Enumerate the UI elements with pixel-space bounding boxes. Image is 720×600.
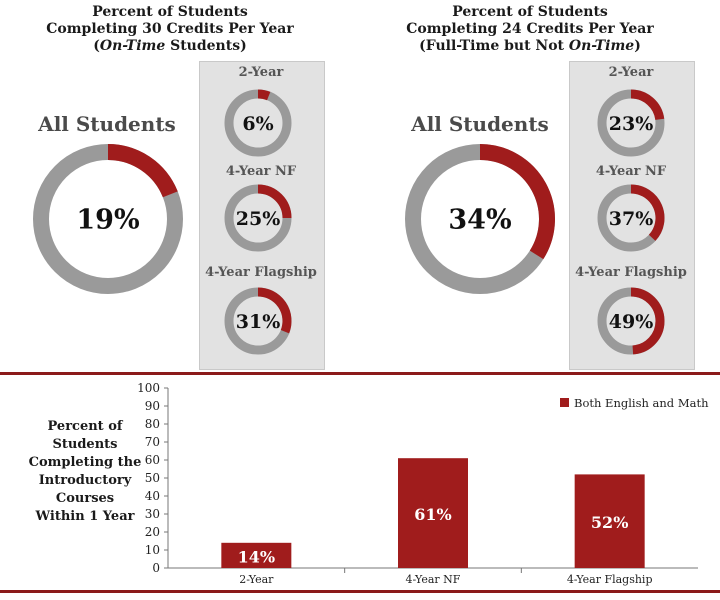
x-tick-label: 4-Year NF xyxy=(406,573,461,586)
donut-4-year-nf-left-slice xyxy=(257,184,292,219)
y-tick-label: 60 xyxy=(145,453,160,467)
bar-value-label: 61% xyxy=(414,505,451,524)
chart-title-left: Percent of Students Completing 30 Credit… xyxy=(46,4,294,54)
y-tick-label: 10 xyxy=(145,543,160,557)
donut-label-2-year-left: 2-Year xyxy=(238,65,284,80)
bar-4-year-flagship xyxy=(574,474,645,568)
y-tick-label: 50 xyxy=(145,471,160,485)
donut-2-year-right-slice xyxy=(630,89,665,121)
divider-bottom xyxy=(0,590,720,593)
x-tick-label: 4-Year Flagship xyxy=(567,573,653,586)
donut-charts: 19% 6% 25% 31% 34% 23% 37% 49% xyxy=(33,89,665,355)
subgroup-panel-left xyxy=(199,61,325,370)
y-tick-label: 100 xyxy=(137,381,160,395)
donut-label-4-year-flagship-right: 4-Year Flagship xyxy=(575,265,687,280)
chart-title-right: Percent of Students Completing 24 Credit… xyxy=(406,4,654,54)
donut-4-year-nf-right-value: 37% xyxy=(609,208,654,230)
legend-swatch xyxy=(560,398,569,407)
donut-label-2-year-right: 2-Year xyxy=(608,65,654,80)
bar-value-label: 14% xyxy=(238,547,275,566)
donut-all-students-left-value: 19% xyxy=(76,205,139,236)
y-tick-label: 80 xyxy=(145,417,160,431)
donut-2-year-left-value: 6% xyxy=(242,113,273,135)
y-tick-label: 90 xyxy=(145,399,160,413)
legend-label: Both English and Math xyxy=(574,396,709,410)
bar-value-label: 52% xyxy=(591,513,628,532)
x-tick-label: 2-Year xyxy=(239,573,274,586)
donut-4-year-flagship-left-slice xyxy=(257,287,292,334)
donut-4-year-nf-left-value: 25% xyxy=(236,208,281,230)
donut-all-students-right-slice xyxy=(479,144,555,260)
donut-all-students-left-slice xyxy=(107,144,178,198)
y-tick-label: 0 xyxy=(152,561,160,575)
donut-2-year-right-value: 23% xyxy=(609,113,654,135)
y-tick-label: 70 xyxy=(145,435,160,449)
donut-label-all-students-right: All Students xyxy=(411,112,549,136)
donut-label-4-year-nf-right: 4-Year NF xyxy=(595,164,667,179)
y-tick-label: 30 xyxy=(145,507,160,521)
divider-top xyxy=(0,372,720,375)
donut-4-year-flagship-left-value: 31% xyxy=(236,311,281,333)
donut-2-year-left-slice xyxy=(257,89,271,101)
donut-all-students-right-value: 34% xyxy=(448,205,511,236)
y-tick-label: 20 xyxy=(145,525,160,539)
y-tick-label: 40 xyxy=(145,489,160,503)
bar-chart-side-title: Percent of Students Completing the Intro… xyxy=(28,419,142,524)
donut-4-year-flagship-right-slice xyxy=(630,287,665,355)
donut-4-year-flagship-right-value: 49% xyxy=(609,311,654,333)
bar-4-year-nf xyxy=(398,458,468,568)
donut-label-4-year-flagship-left: 4-Year Flagship xyxy=(205,265,317,280)
bar-2-year xyxy=(221,542,292,568)
donut-label-4-year-nf-left: 4-Year NF xyxy=(225,164,297,179)
donut-4-year-nf-right-slice xyxy=(630,184,665,241)
donut-label-all-students-left: All Students xyxy=(38,112,176,136)
bar-chart: 0 10 20 30 40 50 60 70 80 90 100 14% 2-Year 61% 4-Year… xyxy=(137,381,709,586)
subgroup-panel-right xyxy=(569,61,695,370)
